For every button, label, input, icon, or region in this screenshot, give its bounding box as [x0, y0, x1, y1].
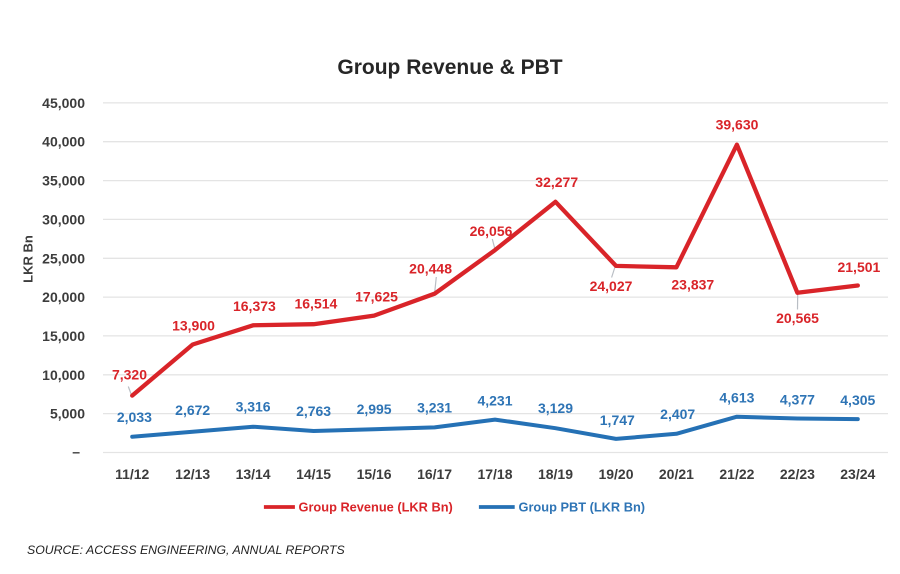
- svg-text:4,305: 4,305: [840, 392, 875, 408]
- svg-text:20,000: 20,000: [42, 289, 85, 305]
- svg-text:2,407: 2,407: [660, 406, 695, 422]
- svg-text:15/16: 15/16: [357, 466, 392, 482]
- svg-text:13,900: 13,900: [172, 317, 215, 333]
- svg-text:3,129: 3,129: [538, 400, 573, 416]
- svg-text:3,231: 3,231: [417, 399, 452, 415]
- svg-text:4,377: 4,377: [780, 392, 815, 408]
- svg-text:1,747: 1,747: [600, 412, 635, 428]
- svg-text:2,763: 2,763: [296, 403, 331, 419]
- svg-text:30,000: 30,000: [42, 211, 85, 227]
- svg-text:SOURCE: ACCESS ENGINEERING, AN: SOURCE: ACCESS ENGINEERING, ANNUAL REPOR…: [27, 543, 346, 557]
- svg-text:15,000: 15,000: [42, 328, 85, 344]
- svg-text:45,000: 45,000: [42, 95, 85, 111]
- svg-text:14/15: 14/15: [296, 466, 331, 482]
- svg-text:16,373: 16,373: [233, 298, 276, 314]
- svg-text:Group PBT (LKR Bn): Group PBT (LKR Bn): [519, 500, 646, 515]
- svg-text:25,000: 25,000: [42, 250, 85, 266]
- svg-text:19/20: 19/20: [598, 466, 633, 482]
- svg-text:3,316: 3,316: [236, 399, 271, 415]
- svg-text:4,231: 4,231: [477, 392, 512, 408]
- svg-text:21,501: 21,501: [837, 259, 880, 275]
- svg-text:39,630: 39,630: [716, 117, 759, 133]
- svg-text:5,000: 5,000: [50, 406, 85, 422]
- svg-text:20,448: 20,448: [409, 261, 452, 277]
- svg-text:11/12: 11/12: [115, 466, 149, 482]
- svg-text:2,033: 2,033: [117, 409, 152, 425]
- svg-text:2,672: 2,672: [175, 402, 210, 418]
- svg-text:10,000: 10,000: [42, 367, 85, 383]
- svg-text:26,056: 26,056: [470, 223, 513, 239]
- svg-text:16/17: 16/17: [417, 466, 452, 482]
- svg-text:18/19: 18/19: [538, 466, 573, 482]
- svg-text:16,514: 16,514: [294, 296, 337, 312]
- svg-text:17,625: 17,625: [355, 289, 398, 305]
- svg-text:13/14: 13/14: [236, 466, 271, 482]
- svg-text:35,000: 35,000: [42, 173, 85, 189]
- svg-text:21/22: 21/22: [719, 466, 754, 482]
- svg-text:4,613: 4,613: [719, 390, 754, 406]
- svg-text:20/21: 20/21: [659, 466, 694, 482]
- svg-text:Group Revenue & PBT: Group Revenue & PBT: [337, 56, 562, 79]
- svg-text:LKR Bn: LKR Bn: [21, 235, 36, 283]
- svg-text:32,277: 32,277: [535, 174, 578, 190]
- svg-text:17/18: 17/18: [477, 466, 512, 482]
- svg-text:24,027: 24,027: [590, 278, 633, 294]
- svg-text:40,000: 40,000: [42, 134, 85, 150]
- svg-text:22/23: 22/23: [780, 466, 815, 482]
- svg-text:12/13: 12/13: [175, 466, 210, 482]
- svg-text:–: –: [72, 444, 80, 460]
- svg-text:Group Revenue (LKR Bn): Group Revenue (LKR Bn): [299, 500, 453, 515]
- svg-text:2,995: 2,995: [357, 401, 392, 417]
- svg-text:23,837: 23,837: [671, 277, 714, 293]
- svg-text:7,320: 7,320: [112, 367, 147, 383]
- svg-text:23/24: 23/24: [840, 466, 875, 482]
- svg-text:20,565: 20,565: [776, 310, 819, 326]
